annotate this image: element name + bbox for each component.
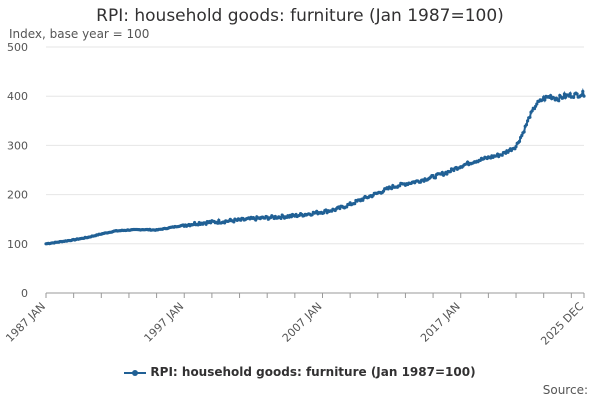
- data-point[interactable]: [254, 218, 258, 222]
- x-tick-label: 1997 JAN: [142, 300, 187, 345]
- x-tick-label: 2007 JAN: [280, 300, 325, 345]
- x-axis: 1987 JAN 1997 JAN 2007 JAN 2017 JAN 2025 DEC: [3, 293, 586, 348]
- data-point[interactable]: [310, 213, 314, 217]
- data-point[interactable]: [398, 184, 402, 188]
- x-tick-label: 2025 DEC: [538, 300, 586, 348]
- data-point[interactable]: [524, 123, 529, 127]
- gridlines: [46, 46, 584, 294]
- series-line: [45, 87, 585, 245]
- data-point[interactable]: [390, 187, 394, 191]
- data-point[interactable]: [540, 98, 545, 102]
- x-tick-label: 2017 JAN: [418, 300, 463, 345]
- data-point[interactable]: [517, 139, 522, 143]
- data-point[interactable]: [448, 170, 452, 174]
- data-point[interactable]: [549, 94, 553, 98]
- data-point[interactable]: [520, 133, 524, 138]
- data-point[interactable]: [528, 115, 532, 119]
- y-axis-ticks: 0 100 200 300 400 500: [7, 41, 28, 300]
- data-point[interactable]: [217, 218, 221, 222]
- data-point[interactable]: [572, 95, 576, 99]
- y-tick-label: 400: [7, 90, 28, 103]
- data-point[interactable]: [575, 92, 579, 96]
- y-tick-label: 100: [7, 238, 28, 251]
- data-point[interactable]: [345, 205, 349, 209]
- data-point[interactable]: [564, 95, 568, 99]
- y-tick-label: 200: [7, 189, 28, 202]
- y-axis-label: Index, base year = 100: [9, 27, 150, 41]
- data-point[interactable]: [433, 176, 437, 180]
- data-point[interactable]: [452, 168, 456, 173]
- chart-title: RPI: household goods: furniture (Jan 198…: [96, 6, 504, 26]
- data-point[interactable]: [557, 99, 561, 103]
- data-point[interactable]: [514, 145, 518, 149]
- data-point[interactable]: [568, 92, 572, 96]
- data-point[interactable]: [543, 98, 547, 102]
- y-tick-label: 300: [7, 139, 28, 152]
- legend-label: RPI: household goods: furniture (Jan 198…: [150, 365, 476, 379]
- data-point[interactable]: [440, 170, 444, 175]
- data-point[interactable]: [216, 221, 220, 225]
- data-point[interactable]: [381, 189, 386, 193]
- data-point[interactable]: [526, 119, 530, 123]
- data-point[interactable]: [232, 220, 236, 224]
- data-point[interactable]: [582, 94, 586, 98]
- data-point[interactable]: [581, 89, 585, 94]
- data-point[interactable]: [353, 202, 357, 206]
- data-point[interactable]: [535, 102, 539, 106]
- y-tick-label: 500: [7, 41, 28, 54]
- series-group: [44, 87, 586, 246]
- data-point[interactable]: [522, 130, 526, 134]
- data-point[interactable]: [530, 109, 534, 113]
- source-label[interactable]: Source:: [542, 383, 588, 397]
- line-chart: 0 100 200 300 400 500 1987 JAN 1997 JAN 2007 JA…: [3, 41, 586, 348]
- data-point[interactable]: [361, 198, 365, 202]
- x-tick-label: 1987 JAN: [3, 300, 48, 345]
- data-point[interactable]: [279, 216, 283, 220]
- legend-swatch: [124, 367, 147, 379]
- data-point[interactable]: [445, 172, 449, 176]
- data-point[interactable]: [204, 222, 208, 226]
- y-tick-label: 0: [21, 287, 28, 300]
- data-point[interactable]: [500, 153, 504, 157]
- legend[interactable]: RPI: household goods: furniture (Jan 198…: [0, 365, 600, 379]
